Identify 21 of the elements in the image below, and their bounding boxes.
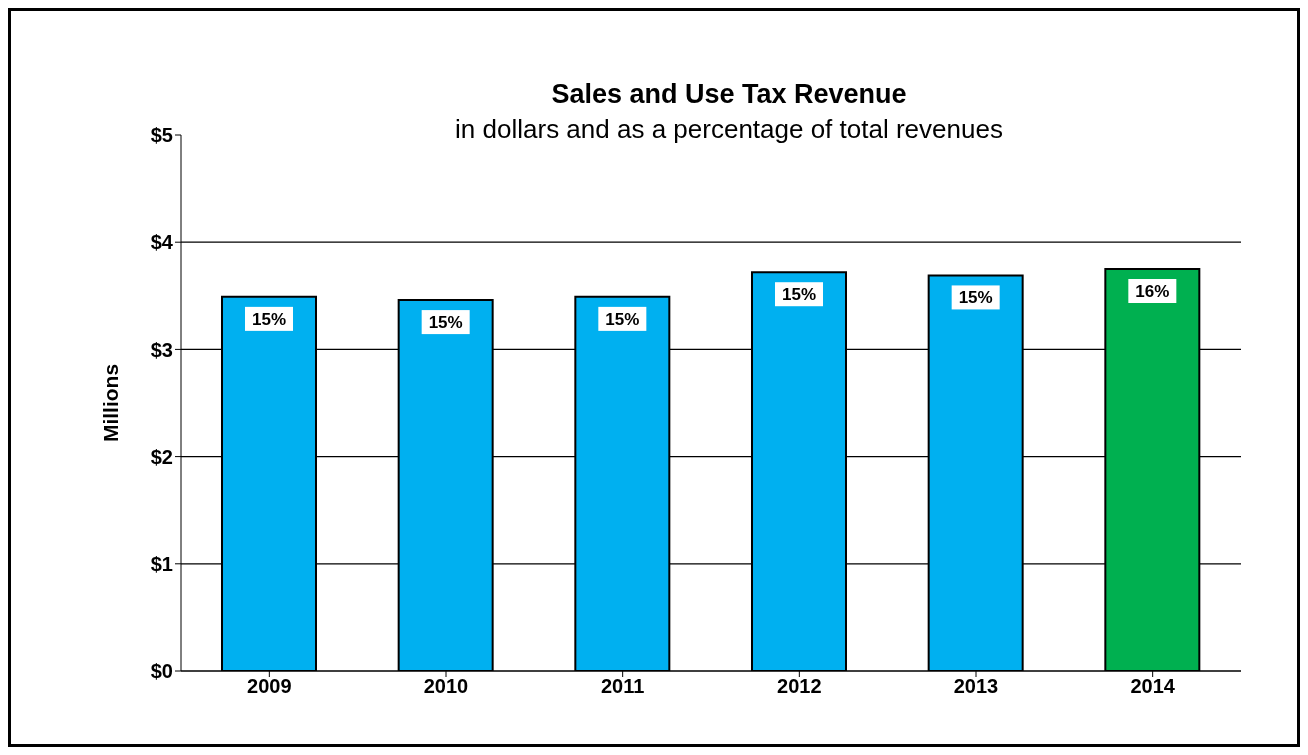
- x-tick-label: 2011: [600, 675, 645, 698]
- y-tick-label: $4: [150, 231, 174, 254]
- chart-title: Sales and Use Tax Revenue: [550, 79, 908, 110]
- chart-subtitle: in dollars and as a percentage of total revenues: [455, 114, 1003, 144]
- annotation: 15%: [428, 313, 463, 333]
- annotation: 16%: [1135, 282, 1170, 301]
- annotation: 15%: [781, 285, 817, 305]
- y-tick-label: $2: [150, 445, 173, 468]
- y-tick-label: $0: [150, 660, 173, 683]
- y-axis-title: Millions: [99, 363, 123, 443]
- annotation: 15%: [605, 309, 640, 329]
- x-tick-label: 2010: [423, 675, 469, 698]
- x-tick-label: 2009: [247, 675, 292, 698]
- x-tick-label: 2012: [777, 675, 822, 698]
- x-tick-label: 2013: [953, 675, 999, 698]
- annotation: 15%: [958, 288, 993, 308]
- y-tick-label: $1: [150, 552, 173, 575]
- y-tick-label: $5: [150, 124, 173, 147]
- annotation: 15%: [251, 309, 287, 329]
- y-tick-label: $3: [150, 338, 173, 361]
- x-tick-label: 2014: [1130, 675, 1176, 698]
